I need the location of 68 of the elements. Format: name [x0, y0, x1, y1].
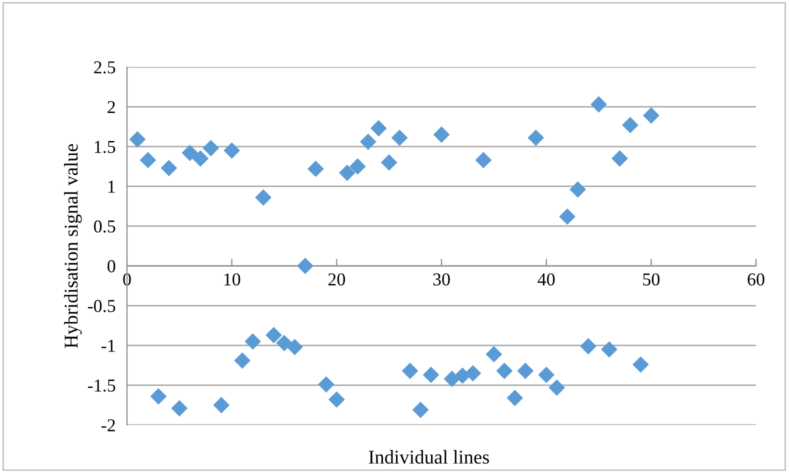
point	[570, 181, 586, 198]
y-tick-label: -1.5	[88, 380, 116, 392]
point	[380, 154, 398, 171]
x-tick-label: 30	[433, 273, 450, 286]
point	[140, 152, 156, 168]
x-tick-label: 40	[538, 273, 555, 286]
point	[370, 120, 387, 136]
y-tick-label: 1	[108, 180, 115, 193]
point	[276, 334, 292, 352]
point	[580, 338, 596, 354]
point	[444, 370, 460, 388]
point	[559, 208, 576, 225]
point	[412, 402, 429, 418]
point	[486, 346, 502, 362]
point	[506, 390, 524, 406]
point	[266, 326, 282, 344]
point	[244, 333, 262, 350]
point	[160, 160, 178, 176]
point	[224, 142, 240, 159]
point	[475, 152, 492, 168]
point	[590, 96, 607, 113]
point	[548, 379, 566, 396]
point	[307, 160, 324, 178]
point	[632, 356, 649, 373]
point	[349, 158, 366, 175]
y-tick-label: 0.5	[94, 220, 116, 233]
point	[318, 376, 334, 393]
point	[528, 130, 544, 146]
point	[171, 400, 188, 417]
point	[422, 366, 440, 384]
point	[150, 388, 167, 405]
x-tick-label: 20	[328, 273, 346, 286]
point	[192, 150, 209, 167]
y-axis-title: Hybridisation signal value	[64, 144, 82, 348]
x-tick-label: 10	[224, 273, 240, 286]
y-tick-label: -0.5	[88, 300, 116, 312]
y-tick-label: -2	[102, 419, 115, 432]
x-axis-title: Individual lines	[368, 450, 489, 464]
y-tick-label: -1	[102, 340, 115, 352]
point	[255, 189, 272, 206]
y-tick-label: 0	[108, 260, 116, 272]
point	[433, 126, 450, 143]
y-tick-label: 1.5	[94, 140, 116, 154]
point	[612, 150, 628, 167]
x-tick-label: 0	[123, 273, 131, 286]
point	[496, 362, 513, 380]
point	[464, 365, 482, 382]
x-tick-label: 50	[643, 273, 660, 286]
point	[129, 131, 146, 148]
point	[213, 396, 230, 414]
y-tick-label: 2	[108, 101, 115, 114]
point	[297, 258, 314, 274]
point	[391, 130, 408, 146]
point	[360, 134, 376, 150]
y-tick-label: 2.5	[94, 61, 116, 74]
point	[234, 352, 251, 369]
point	[538, 366, 555, 384]
point	[202, 140, 220, 156]
point	[338, 164, 356, 182]
point	[182, 144, 198, 162]
point	[402, 362, 418, 380]
x-tick-label: 60	[748, 273, 764, 286]
point	[601, 341, 618, 358]
point	[328, 391, 345, 408]
point	[622, 116, 638, 134]
point	[642, 107, 660, 124]
point	[517, 362, 534, 380]
point	[286, 338, 303, 356]
